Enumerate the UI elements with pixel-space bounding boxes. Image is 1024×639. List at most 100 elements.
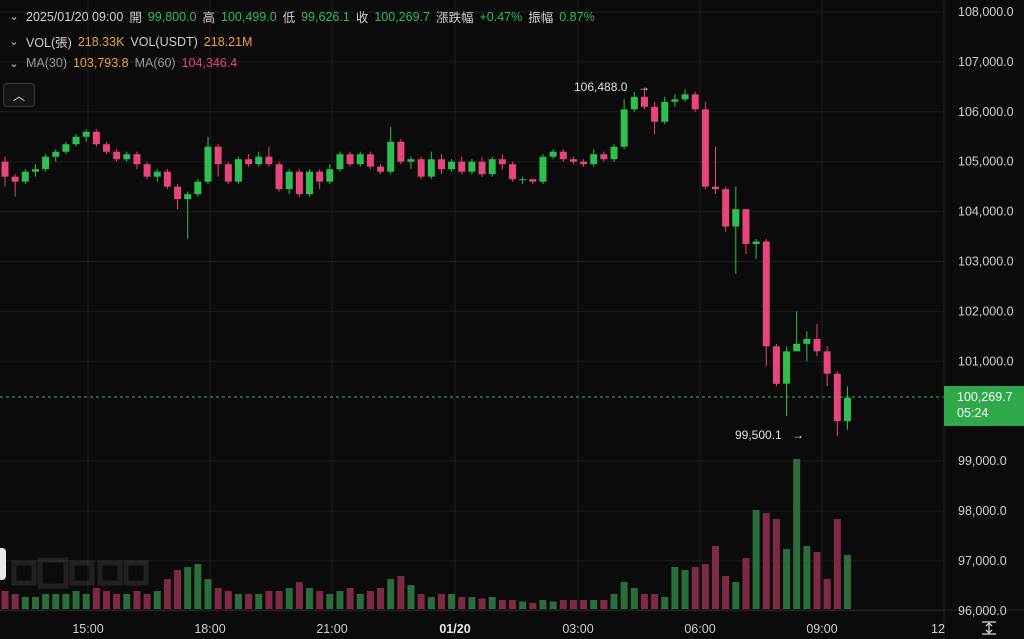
volume-bar [509, 600, 516, 609]
volume-bar [163, 579, 171, 609]
side-panel-handle[interactable] [0, 548, 6, 580]
low-value: 99,626.1 [301, 9, 350, 24]
amplitude-value: 0.87% [559, 9, 595, 24]
price-tick-label: 96,000.0 [958, 604, 1007, 618]
volume-bar [143, 594, 151, 609]
volume-bar [387, 579, 395, 609]
candle-body [204, 146, 212, 182]
volume-bar [316, 591, 324, 609]
collapse-legend-button[interactable]: ︿ [3, 83, 35, 107]
volume-bar [184, 567, 192, 609]
volume-bar [103, 591, 110, 609]
okx-watermark [11, 557, 149, 589]
volume-bar [752, 510, 760, 609]
chevron-down-icon[interactable]: ⌄ [9, 57, 19, 70]
time-tick-label: 18:00 [194, 622, 225, 636]
candle-body [498, 159, 506, 165]
candle-body [600, 154, 608, 160]
time-tick-label: 09:00 [806, 622, 837, 636]
ma30-label: MA(30) [26, 56, 67, 70]
candle-body [52, 151, 60, 157]
candle-body [793, 343, 801, 352]
volume-bar [397, 576, 405, 609]
candle-body [752, 241, 760, 245]
price-tick-label: 107,000.0 [958, 55, 1014, 69]
volume-bar [640, 594, 648, 609]
price-tick-label: 98,000.0 [958, 504, 1007, 518]
vol-label: VOL(張) [26, 36, 72, 50]
time-tick-label: 03:00 [562, 622, 593, 636]
candle-body [549, 151, 557, 157]
candle-body [630, 96, 638, 110]
volume-bar [21, 597, 29, 609]
ma60-label: MA(60) [134, 56, 176, 70]
volume-bar [488, 597, 496, 609]
candle-body [72, 136, 80, 145]
volume-bar [336, 591, 344, 609]
candle-body [82, 131, 90, 137]
volume-bar [275, 591, 283, 609]
high-label: 高 [202, 11, 216, 25]
candle-body [803, 338, 811, 344]
volume-bar [549, 601, 557, 609]
candle-body [559, 151, 567, 160]
current-price-tag: 100,269.7 05:24 [944, 386, 1024, 426]
candle-body [732, 209, 740, 227]
volume-bar [833, 519, 841, 609]
price-tick-label: 97,000.0 [958, 554, 1007, 568]
price-tick-label: 108,000.0 [958, 5, 1014, 19]
candle-body [651, 106, 659, 122]
volume-bar [1, 591, 9, 609]
close-value: 100,269.7 [374, 9, 430, 24]
candle-body [823, 351, 831, 374]
candle-body [245, 159, 253, 165]
candle-body [184, 194, 192, 200]
candle-body [194, 181, 202, 195]
candle-body [448, 161, 456, 170]
volume-bar [569, 600, 577, 609]
chevron-down-icon[interactable]: ⌄ [9, 36, 19, 48]
volume-bar [366, 591, 374, 609]
volume-bar [42, 594, 50, 609]
candle-body [397, 141, 405, 162]
volume-bar [204, 579, 212, 609]
volume-bar [407, 585, 415, 609]
volume-bar [722, 576, 730, 609]
candle-body [427, 159, 435, 177]
legend-datetime: 2025/01/20 09:00 [26, 9, 124, 24]
volume-bar [437, 594, 445, 609]
candle-body [113, 151, 121, 160]
candle-body [478, 161, 486, 175]
time-axis[interactable]: 15:00 18:00 21:00 01/20 03:00 06:00 09:00 12 [72, 622, 945, 636]
candle-body [306, 171, 313, 195]
high-marker: 106,488.0 → [574, 80, 650, 94]
candle-body [488, 159, 496, 175]
volume-bar [194, 564, 202, 609]
chevron-down-icon[interactable]: ⌄ [9, 11, 19, 23]
volume-bar [224, 591, 232, 609]
volume-bar [539, 600, 547, 609]
price-tick-label: 106,000.0 [958, 105, 1014, 119]
volume-bar [843, 555, 851, 609]
candle-body [762, 241, 770, 347]
volume-bar [772, 519, 780, 609]
volume-bar [732, 582, 740, 609]
volume-bar [519, 601, 527, 609]
candle-body [671, 99, 679, 102]
candle-body [133, 154, 141, 165]
volume-bar [82, 594, 90, 609]
reset-scale-icon[interactable] [982, 621, 996, 635]
amplitude-label: 振幅 [528, 11, 554, 25]
candle-body [681, 94, 689, 100]
candle-body [833, 373, 841, 422]
change-value: +0.47% [479, 9, 523, 24]
volume-bar [610, 594, 618, 609]
price-axis[interactable]: 108,000.0 107,000.0 106,000.0 105,000.0 104,… [958, 5, 1014, 618]
candle-body [265, 156, 273, 165]
volume-bar [498, 600, 506, 609]
candle-body [509, 164, 516, 180]
candle-body [346, 154, 354, 165]
price-tick-label: 99,000.0 [958, 454, 1007, 468]
